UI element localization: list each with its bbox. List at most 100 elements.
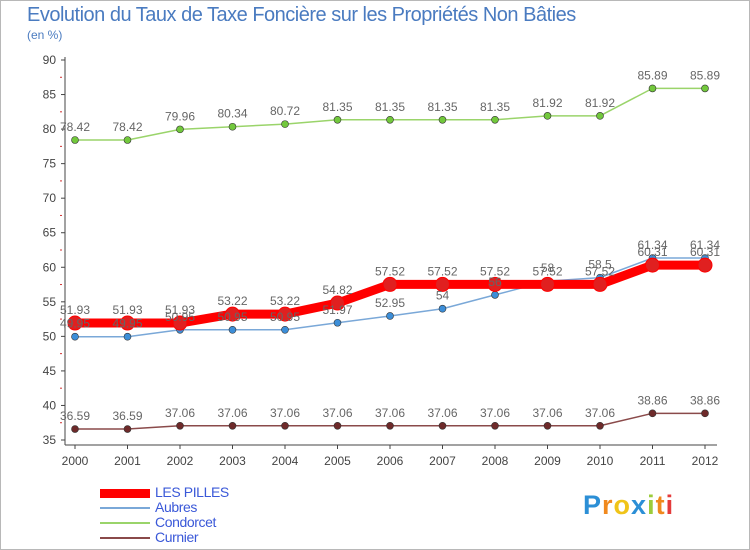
x-tick-label: 2001: [114, 454, 141, 468]
data-point: [172, 315, 188, 331]
data-label: 52.95: [375, 296, 405, 310]
data-point: [596, 421, 604, 430]
y-tick-label: 85: [43, 88, 57, 102]
data-label: 36.59: [112, 409, 142, 423]
x-tick-label: 2008: [482, 454, 509, 468]
proxiti-logo: Proxiti: [583, 490, 674, 521]
data-label: 85.89: [690, 68, 720, 82]
y-tick-label: 45: [43, 364, 57, 378]
data-label: 51.97: [322, 303, 352, 317]
data-point: [333, 318, 342, 327]
x-tick-label: 2000: [62, 454, 89, 468]
data-label: 81.92: [585, 96, 615, 110]
data-label: 37.06: [427, 406, 457, 420]
data-label: 37.06: [217, 406, 247, 420]
y-tick-label: 90: [43, 53, 57, 67]
data-label: 85.89: [637, 68, 667, 82]
logo-letter: i: [647, 490, 656, 520]
chart-title: Evolution du Taux de Taxe Foncière sur l…: [27, 4, 576, 26]
data-label: 37.06: [532, 406, 562, 420]
data-label: 51.93: [60, 303, 90, 317]
data-point: [543, 112, 552, 120]
data-point: [71, 332, 79, 341]
data-point: [543, 421, 552, 430]
data-point: [67, 315, 83, 331]
data-label: 57.52: [585, 264, 615, 278]
data-label: 58: [541, 261, 555, 275]
data-point: [435, 276, 450, 292]
data-label: 38.86: [637, 393, 667, 407]
data-label: 57.52: [532, 264, 562, 278]
data-label: 50.95: [165, 310, 195, 324]
data-label: 49.95: [60, 317, 90, 331]
data-point: [330, 295, 345, 311]
data-label: 38.86: [690, 393, 720, 407]
data-point: [648, 409, 657, 418]
logo-letter: r: [602, 490, 614, 520]
x-tick-label: 2011: [640, 454, 666, 468]
data-label: 57.52: [375, 264, 405, 278]
data-point: [491, 421, 499, 430]
x-tick-label: 2009: [534, 454, 561, 468]
x-tick-label: 2004: [272, 454, 299, 468]
legend-swatch: [100, 537, 150, 539]
data-label: 79.96: [165, 109, 195, 123]
y-tick-label: 60: [43, 260, 57, 274]
data-point: [281, 421, 289, 430]
x-tick-label: 2012: [692, 454, 719, 468]
data-point: [487, 276, 503, 292]
data-label: 37.06: [322, 406, 352, 420]
x-tick-label: 2005: [324, 454, 351, 468]
data-point: [438, 421, 447, 430]
data-label: 81.35: [375, 100, 405, 114]
data-point: [71, 425, 79, 433]
data-label: 37.06: [375, 406, 405, 420]
data-point: [491, 115, 499, 124]
y-tick-label: 40: [43, 398, 57, 412]
data-label: 37.06: [480, 406, 510, 420]
y-tick-label: 55: [43, 295, 57, 309]
data-label: 36.59: [60, 409, 90, 423]
legend-swatch: [100, 507, 150, 509]
data-point: [71, 136, 79, 144]
data-point: [120, 315, 135, 331]
data-point: [176, 125, 184, 134]
data-point: [333, 115, 342, 124]
data-point: [701, 409, 709, 418]
data-label: 53.22: [270, 294, 300, 308]
data-label: 60.31: [637, 245, 667, 259]
data-label: 51.93: [112, 303, 142, 317]
data-point: [701, 84, 709, 93]
data-point: [382, 276, 398, 292]
data-point: [228, 122, 237, 131]
data-point: [540, 276, 555, 292]
x-tick-label: 2007: [429, 454, 456, 468]
data-label: 78.42: [60, 120, 90, 134]
data-label: 57.52: [427, 264, 457, 278]
data-label: 81.92: [532, 96, 562, 110]
data-label: 61.34: [637, 238, 667, 252]
y-tick-label: 50: [43, 329, 57, 343]
data-label: 54.82: [322, 283, 352, 297]
data-point: [123, 332, 132, 341]
data-point: [225, 306, 240, 322]
data-label: 60.31: [690, 245, 720, 259]
legend-label: Aubres: [155, 499, 197, 515]
data-point: [228, 325, 237, 334]
data-label: 50.95: [270, 310, 300, 324]
data-label: 54: [436, 289, 450, 303]
data-point: [491, 291, 499, 299]
legend-label: Condorcet: [155, 514, 216, 530]
data-label: 37.06: [585, 406, 615, 420]
data-label: 57.52: [480, 264, 510, 278]
data-point: [592, 276, 608, 292]
legend-label: LES PILLES: [155, 484, 229, 500]
legend-swatch: [100, 488, 150, 498]
data-point: [648, 84, 657, 93]
data-point: [123, 136, 132, 144]
data-label: 81.35: [322, 100, 352, 114]
logo-letter: P: [583, 490, 603, 520]
data-point: [438, 304, 447, 313]
data-label: 80.34: [217, 107, 247, 121]
